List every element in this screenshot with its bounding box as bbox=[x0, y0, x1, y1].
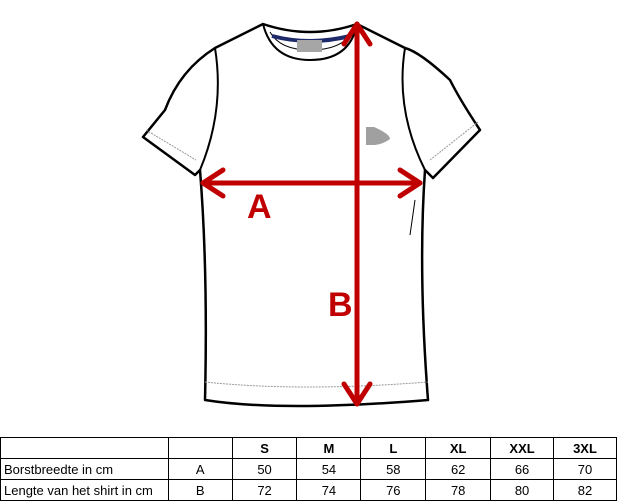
label-b: B bbox=[328, 286, 353, 324]
value-cell: 70 bbox=[553, 458, 617, 480]
size-table: S M L XL XXL 3XL Borstbreedte in cm A 50… bbox=[0, 437, 617, 501]
value-cell: 78 bbox=[425, 479, 492, 501]
header-cell: 3XL bbox=[553, 437, 617, 459]
header-cell: L bbox=[360, 437, 427, 459]
table-row: Borstbreedte in cm A 50 54 58 62 66 70 bbox=[0, 458, 617, 480]
value-cell: 62 bbox=[425, 458, 492, 480]
tshirt-outline bbox=[141, 22, 482, 408]
value-cell: 54 bbox=[296, 458, 362, 480]
header-cell: S bbox=[231, 437, 298, 459]
header-cell bbox=[167, 437, 233, 459]
row-key: B bbox=[167, 479, 233, 501]
arrow-a bbox=[200, 167, 423, 199]
value-cell: 72 bbox=[231, 479, 298, 501]
value-cell: 66 bbox=[490, 458, 555, 480]
table-row: Lengte van het shirt in cm B 72 74 76 78… bbox=[0, 479, 617, 501]
value-cell: 82 bbox=[553, 479, 617, 501]
header-cell: XXL bbox=[490, 437, 555, 459]
brand-logo-icon bbox=[366, 127, 390, 145]
header-cell bbox=[0, 437, 169, 459]
arrow-b bbox=[341, 21, 373, 407]
row-key: A bbox=[167, 458, 233, 480]
header-cell: XL bbox=[425, 437, 492, 459]
row-label: Lengte van het shirt in cm bbox=[0, 479, 169, 501]
value-cell: 76 bbox=[360, 479, 427, 501]
header-cell: M bbox=[296, 437, 362, 459]
table-header-row: S M L XL XXL 3XL bbox=[0, 437, 617, 459]
value-cell: 50 bbox=[231, 458, 298, 480]
neck-label bbox=[297, 40, 322, 52]
tshirt-diagram: A B bbox=[141, 21, 482, 408]
label-a: A bbox=[247, 188, 272, 226]
value-cell: 80 bbox=[490, 479, 555, 501]
row-label: Borstbreedte in cm bbox=[0, 458, 169, 480]
value-cell: 58 bbox=[360, 458, 427, 480]
value-cell: 74 bbox=[296, 479, 362, 501]
